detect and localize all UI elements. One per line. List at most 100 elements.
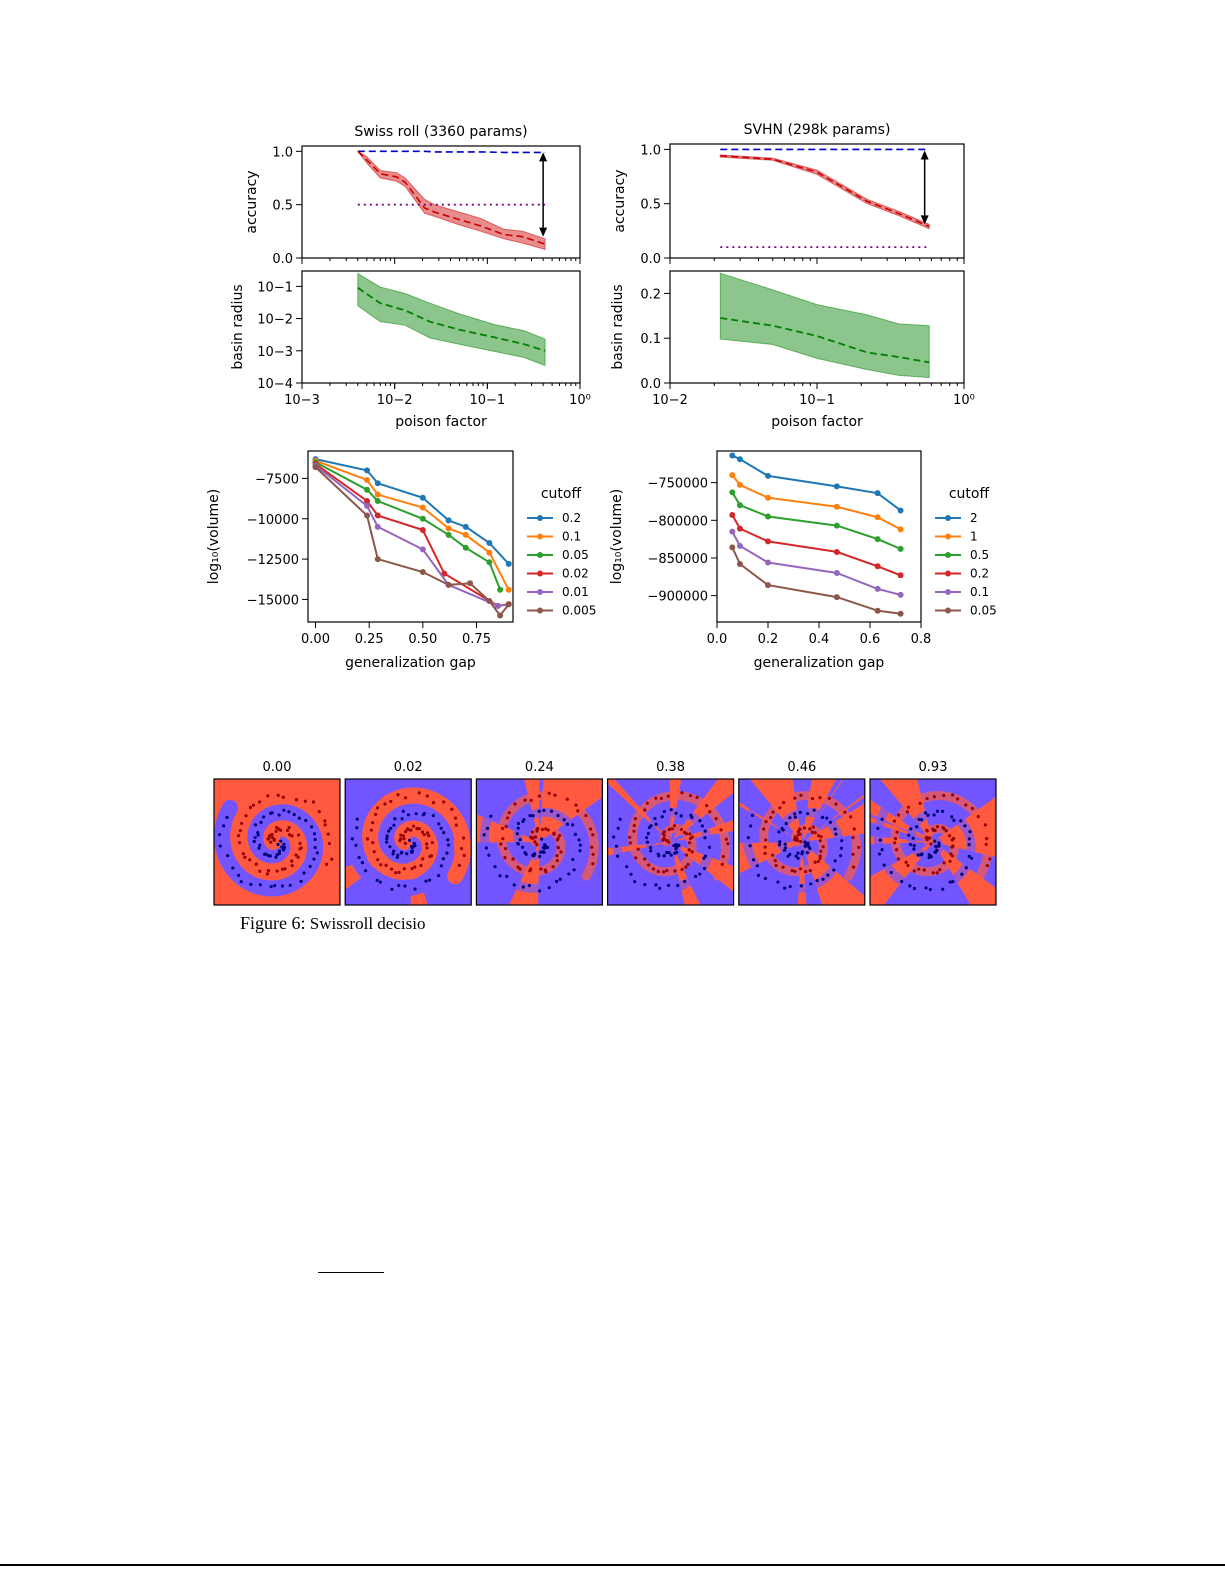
decision-data-point: [937, 841, 941, 845]
decision-data-point: [952, 818, 956, 822]
decision-data-point: [437, 822, 441, 826]
decision-data-point: [964, 866, 968, 870]
decision-data-point: [500, 826, 505, 831]
decision-data-point: [665, 850, 669, 855]
swiss-volume-point-0.2: [486, 539, 493, 546]
decision-data-point: [935, 825, 940, 829]
decision-data-point: [534, 835, 538, 839]
decision-data-point: [427, 834, 431, 838]
decision-data-point: [796, 851, 800, 855]
swiss-volume-point-0.02: [364, 498, 371, 505]
decision-data-point: [634, 856, 638, 860]
decision-data-point: [412, 841, 416, 845]
decision-data-point: [917, 817, 921, 822]
decision-data-point: [238, 829, 242, 833]
caption-label: Figure 6:: [240, 913, 306, 933]
decision-data-point: [270, 832, 274, 836]
decision-data-point: [648, 845, 653, 850]
decision-data-point: [547, 886, 551, 890]
decision-data-point: [933, 839, 937, 843]
decision-data-point: [565, 822, 570, 826]
decision-data-point: [988, 857, 992, 861]
decision-data-point: [967, 837, 971, 841]
decision-data-point: [393, 871, 398, 875]
decision-data-point: [547, 791, 551, 795]
decision-data-point: [270, 811, 274, 815]
svhn-basin-xtick-label: 10−2: [652, 393, 688, 408]
svhn-volume-legend-marker-0.5: [945, 552, 951, 558]
decision-data-point: [551, 865, 555, 869]
decision-data-point: [445, 851, 449, 855]
decision-data-point: [218, 844, 222, 848]
svhn-acc-ytick-label: 0.5: [640, 198, 661, 213]
decision-data-point: [454, 823, 458, 827]
decision-data-point: [670, 827, 674, 831]
decision-data-point: [567, 872, 571, 876]
decision-data-point: [298, 847, 302, 851]
decision-data-point: [673, 851, 677, 855]
decision-data-point: [421, 857, 425, 861]
decision-data-point: [520, 845, 525, 849]
decision-data-point: [633, 880, 637, 884]
decision-data-point: [911, 836, 915, 840]
decision-data-point: [294, 853, 298, 857]
decision-data-point: [724, 837, 728, 841]
decision-data-point: [815, 879, 819, 883]
decision-data-point: [820, 815, 825, 820]
svhn-basin-ytick-label: 0.1: [640, 332, 661, 347]
decision-data-point: [417, 827, 421, 831]
decision-data-point: [354, 843, 358, 847]
swiss-volume-point-0.02: [441, 570, 448, 577]
decision-data-point: [720, 862, 724, 866]
decision-data-point: [411, 824, 416, 828]
decision-data-point: [425, 842, 429, 846]
decision-data-point: [688, 832, 692, 836]
decision-data-point: [360, 861, 365, 865]
decision-data-point: [431, 814, 435, 818]
decision-data-point: [929, 842, 933, 846]
decision-region-wedge: [670, 779, 734, 842]
decision-data-point: [628, 841, 632, 845]
decision-data-point: [457, 863, 462, 867]
svhn-acc-band-test: [719, 154, 930, 230]
decision-panel-frame: [606, 778, 735, 906]
svhn-volume-legend-marker-0.2: [945, 570, 951, 577]
svhn-acc-ytick-label: 0.0: [640, 252, 661, 267]
decision-data-point: [919, 853, 923, 857]
swiss-volume-xlabel: generalization gap: [345, 655, 476, 671]
swiss-volume-point-0.01: [364, 502, 371, 509]
decision-data-point: [698, 872, 702, 876]
decision-data-point: [662, 836, 666, 840]
decision-data-point: [645, 836, 649, 840]
decision-data-point: [773, 859, 777, 863]
svhn-volume-legend-marker-2: [945, 515, 951, 521]
decision-data-point: [462, 853, 466, 858]
decision-data-point: [909, 827, 913, 831]
decision-panel: 0.02: [344, 760, 472, 906]
decision-data-point: [401, 809, 405, 813]
svhn-volume-frame: [716, 450, 922, 623]
decision-data-point: [748, 844, 752, 848]
decision-data-point: [927, 853, 931, 857]
decision-data-point: [857, 845, 861, 850]
decision-data-point: [259, 820, 263, 824]
decision-data-point: [643, 808, 647, 812]
decision-data-point: [275, 869, 279, 873]
decision-panel-title: 0.02: [394, 760, 423, 775]
svhn-basin-xlabel: poison factor: [771, 414, 863, 430]
decision-data-point: [446, 843, 451, 847]
decision-data-point: [279, 839, 283, 843]
svhn-volume-xtick-label: 0.6: [860, 632, 881, 647]
decision-data-point: [270, 835, 274, 840]
decision-data-point: [537, 809, 541, 813]
decision-data-point: [925, 829, 929, 833]
decision-data-point: [676, 883, 680, 888]
decision-data-point: [666, 794, 670, 798]
decision-data-point: [813, 831, 817, 835]
decision-panel-fill: [738, 779, 865, 905]
decision-data-point: [285, 828, 290, 833]
decision-data-point: [312, 832, 317, 836]
decision-data-point: [290, 859, 294, 863]
decision-data-point: [298, 841, 302, 846]
decision-data-point: [677, 843, 681, 847]
